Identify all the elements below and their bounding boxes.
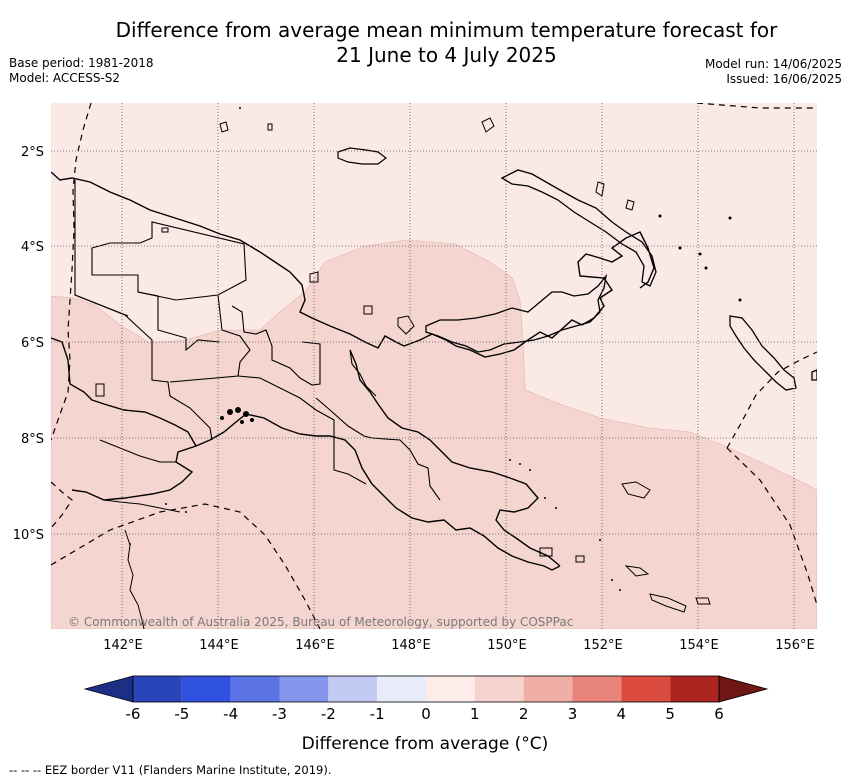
- manus-island: [337, 147, 387, 165]
- colorbar-bin: [328, 676, 378, 702]
- colorbar-bin: [279, 676, 329, 702]
- colorbar-tick-label: 5: [665, 705, 675, 723]
- map-title: Difference from average mean minimum tem…: [0, 18, 850, 68]
- colorbar-tick-label: 0: [421, 705, 431, 723]
- colorbar-bin: [572, 676, 622, 702]
- lat-label: 8°S: [21, 432, 44, 447]
- new-britain-coast: [425, 273, 608, 353]
- issued-date: Issued: 16/06/2025: [726, 72, 842, 86]
- colorbar-ticks: -6 -5 -4 -3 -2 -1 0 1 2 3 4 5 6: [126, 705, 724, 723]
- new-guinea-coast: [51, 171, 655, 358]
- longitude-labels: 142°E 144°E 146°E 148°E 150°E 152°E 154°…: [103, 638, 815, 653]
- lat-label: 6°S: [21, 336, 44, 351]
- lon-label: 156°E: [775, 638, 815, 653]
- run-info: Model run: 14/06/2025 Issued: 16/06/2025: [705, 57, 842, 87]
- base-info: Base period: 1981-2018 Model: ACCESS-S2: [9, 56, 154, 86]
- latitude-labels: 2°S 4°S 6°S 8°S 10°S: [13, 145, 44, 543]
- colorbar-extend-low: [83, 675, 134, 703]
- colorbar-tick-label: -6: [126, 705, 141, 723]
- colorbar-frame: [132, 675, 720, 703]
- lon-label: 146°E: [295, 638, 335, 653]
- title-line-1: Difference from average mean minimum tem…: [115, 18, 778, 42]
- colorbar-bin: [426, 676, 475, 702]
- colorbar-extend-high: [718, 675, 769, 703]
- lat-label: 4°S: [21, 240, 44, 255]
- colorbar-tick-label: 4: [617, 705, 627, 723]
- lat-label: 2°S: [21, 145, 44, 160]
- colorbar-bin: [230, 676, 280, 702]
- base-period: Base period: 1981-2018: [9, 56, 154, 70]
- colorbar-tick-label: -5: [174, 705, 189, 723]
- model-name: Model: ACCESS-S2: [9, 71, 121, 85]
- colorbar-bin: [181, 676, 231, 702]
- lon-label: 152°E: [583, 638, 623, 653]
- gridlines: [51, 103, 817, 629]
- colorbar-tick-label: -4: [223, 705, 238, 723]
- provincial-boundaries: [74, 180, 441, 501]
- southeast-islands: [539, 481, 711, 613]
- colorbar-tick-label: -2: [321, 705, 336, 723]
- reef-dots: [129, 107, 742, 591]
- lon-label: 142°E: [103, 638, 143, 653]
- colorbar-label: Difference from average (°C): [302, 734, 549, 754]
- colorbar-tick-label: 1: [470, 705, 480, 723]
- anomaly-region-1-2: [51, 239, 817, 629]
- colorbar-bin: [523, 676, 573, 702]
- colorbar-tick-label: 3: [568, 705, 578, 723]
- colorbar: [83, 675, 769, 703]
- colorbar-bin: [670, 676, 719, 702]
- bougainville-coast: [729, 315, 817, 391]
- title-line-2: 21 June to 4 July 2025: [336, 43, 557, 67]
- eez-borders: [51, 103, 817, 629]
- colorbar-bin: [621, 676, 671, 702]
- lon-label: 150°E: [487, 638, 527, 653]
- model-run: Model run: 14/06/2025: [704, 57, 842, 71]
- colorbar-tick-label: -1: [370, 705, 385, 723]
- gulf-coast: [99, 439, 181, 513]
- colorbar-bin: [377, 676, 426, 702]
- colorbar-bin: [474, 676, 524, 702]
- colorbar-tick-label: 2: [519, 705, 529, 723]
- forecast-map: © Commonwealth of Australia 2025, Bureau…: [13, 103, 817, 754]
- eez-footnote: -- -- -- EEZ border V11 (Flanders Marine…: [9, 763, 332, 777]
- lon-label: 148°E: [391, 638, 431, 653]
- lon-label: 144°E: [199, 638, 239, 653]
- colorbar-tick-label: -3: [272, 705, 287, 723]
- lon-label: 154°E: [679, 638, 719, 653]
- colorbar-tick-label: 6: [714, 705, 724, 723]
- colorbar-bin: [133, 676, 182, 702]
- new-ireland-coast: [500, 169, 657, 287]
- new-guinea-south-coast: [51, 337, 561, 571]
- lat-label: 10°S: [13, 528, 44, 543]
- copyright-notice: © Commonwealth of Australia 2025, Bureau…: [68, 615, 573, 629]
- cape-york-coast: [124, 529, 145, 629]
